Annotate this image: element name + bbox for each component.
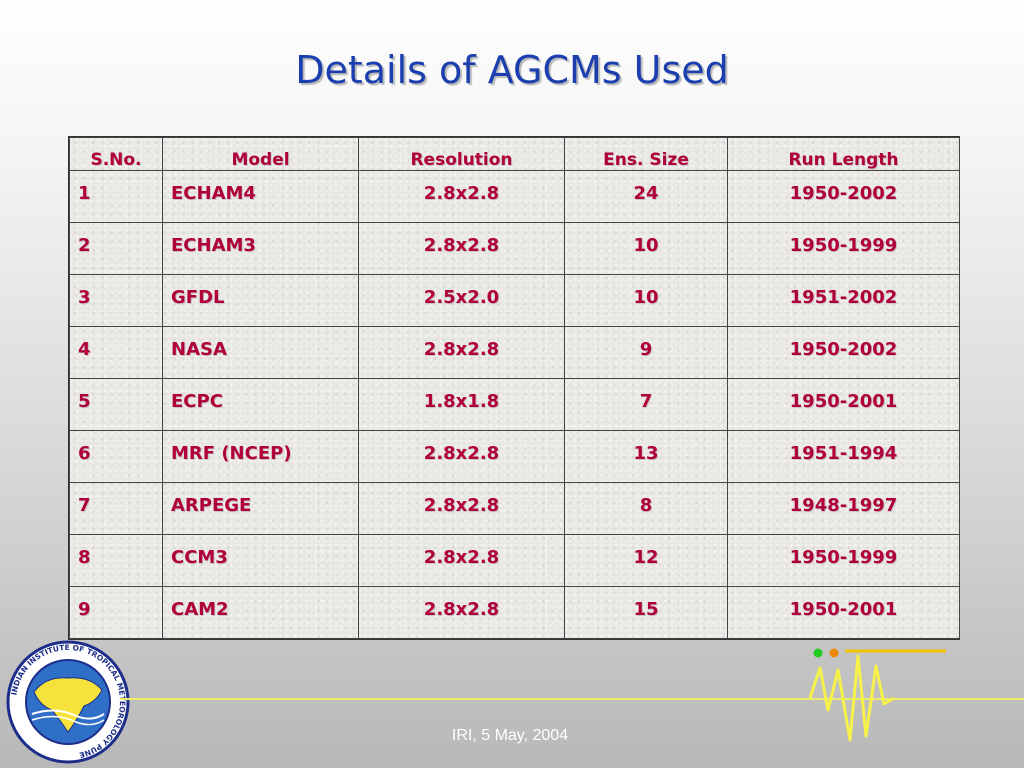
footer-accent-line bbox=[120, 698, 1024, 700]
header-ens-size: Ens. Size bbox=[564, 137, 728, 171]
pulse-waveform bbox=[808, 654, 895, 742]
cell-model: CCM3 bbox=[162, 534, 359, 587]
cell-sno: 1 bbox=[69, 170, 163, 223]
header-sno: S.No. bbox=[69, 137, 163, 171]
cell-run-length: 1950-2001 bbox=[727, 378, 960, 431]
cell-run-length: 1951-1994 bbox=[727, 430, 960, 483]
cell-ens-size: 8 bbox=[564, 482, 728, 535]
cell-model: ECHAM3 bbox=[162, 222, 359, 275]
table-header-row: S.No. Model Resolution Ens. Size Run Len… bbox=[69, 137, 960, 171]
cell-model: ARPEGE bbox=[162, 482, 359, 535]
cell-model: CAM2 bbox=[162, 586, 359, 639]
cell-model: ECPC bbox=[162, 378, 359, 431]
cell-resolution: 2.8x2.8 bbox=[358, 430, 565, 483]
cell-resolution: 2.5x2.0 bbox=[358, 274, 565, 327]
header-run-length: Run Length bbox=[727, 137, 960, 171]
table-row: 6 MRF (NCEP) 2.8x2.8 13 1951-1994 bbox=[69, 430, 960, 483]
cell-sno: 5 bbox=[69, 378, 163, 431]
table-row: 9 CAM2 2.8x2.8 15 1950-2001 bbox=[69, 586, 960, 639]
footer-text: IRI, 5 May, 2004 bbox=[451, 727, 569, 744]
table-row: 7 ARPEGE 2.8x2.8 8 1948-1997 bbox=[69, 482, 960, 535]
slide-title: Details of AGCMs Used bbox=[295, 48, 729, 92]
table-row: 4 NASA 2.8x2.8 9 1950-2002 bbox=[69, 326, 960, 379]
cell-model: NASA bbox=[162, 326, 359, 379]
cell-run-length: 1948-1997 bbox=[727, 482, 960, 535]
cell-ens-size: 7 bbox=[564, 378, 728, 431]
cell-ens-size: 12 bbox=[564, 534, 728, 587]
cell-resolution: 2.8x2.8 bbox=[358, 170, 565, 223]
cell-resolution: 1.8x1.8 bbox=[358, 378, 565, 431]
cell-sno: 3 bbox=[69, 274, 163, 327]
header-resolution: Resolution bbox=[358, 137, 565, 171]
pulse-graphic bbox=[808, 648, 946, 742]
cell-ens-size: 24 bbox=[564, 170, 728, 223]
cell-model: ECHAM4 bbox=[162, 170, 359, 223]
cell-run-length: 1950-1999 bbox=[727, 534, 960, 587]
cell-ens-size: 10 bbox=[564, 222, 728, 275]
table-row: 5 ECPC 1.8x1.8 7 1950-2001 bbox=[69, 378, 960, 431]
cell-sno: 7 bbox=[69, 482, 163, 535]
cell-ens-size: 15 bbox=[564, 586, 728, 639]
table-row: 3 GFDL 2.5x2.0 10 1951-2002 bbox=[69, 274, 960, 327]
cell-ens-size: 13 bbox=[564, 430, 728, 483]
header-model: Model bbox=[162, 137, 359, 171]
cell-sno: 6 bbox=[69, 430, 163, 483]
green-dot-icon bbox=[813, 648, 823, 658]
cell-sno: 8 bbox=[69, 534, 163, 587]
cell-run-length: 1950-2001 bbox=[727, 586, 960, 639]
cell-run-length: 1950-2002 bbox=[727, 326, 960, 379]
cell-ens-size: 10 bbox=[564, 274, 728, 327]
cell-resolution: 2.8x2.8 bbox=[358, 222, 565, 275]
cell-run-length: 1950-1999 bbox=[727, 222, 960, 275]
cell-sno: 2 bbox=[69, 222, 163, 275]
agcm-table: S.No. Model Resolution Ens. Size Run Len… bbox=[69, 137, 960, 639]
iitm-logo: INDIAN INSTITUTE OF TROPICAL METEOROLOGY… bbox=[6, 640, 130, 764]
orange-dot-icon bbox=[829, 648, 839, 658]
cell-resolution: 2.8x2.8 bbox=[358, 326, 565, 379]
table-row: 2 ECHAM3 2.8x2.8 10 1950-1999 bbox=[69, 222, 960, 275]
cell-model: MRF (NCEP) bbox=[162, 430, 359, 483]
table-row: 1 ECHAM4 2.8x2.8 24 1950-2002 bbox=[69, 170, 960, 223]
cell-sno: 4 bbox=[69, 326, 163, 379]
agcm-table-container: S.No. Model Resolution Ens. Size Run Len… bbox=[68, 136, 960, 640]
table-row: 8 CCM3 2.8x2.8 12 1950-1999 bbox=[69, 534, 960, 587]
cell-sno: 9 bbox=[69, 586, 163, 639]
cell-ens-size: 9 bbox=[564, 326, 728, 379]
cell-run-length: 1951-2002 bbox=[727, 274, 960, 327]
cell-resolution: 2.8x2.8 bbox=[358, 586, 565, 639]
cell-model: GFDL bbox=[162, 274, 359, 327]
cell-resolution: 2.8x2.8 bbox=[358, 482, 565, 535]
cell-run-length: 1950-2002 bbox=[727, 170, 960, 223]
cell-resolution: 2.8x2.8 bbox=[358, 534, 565, 587]
